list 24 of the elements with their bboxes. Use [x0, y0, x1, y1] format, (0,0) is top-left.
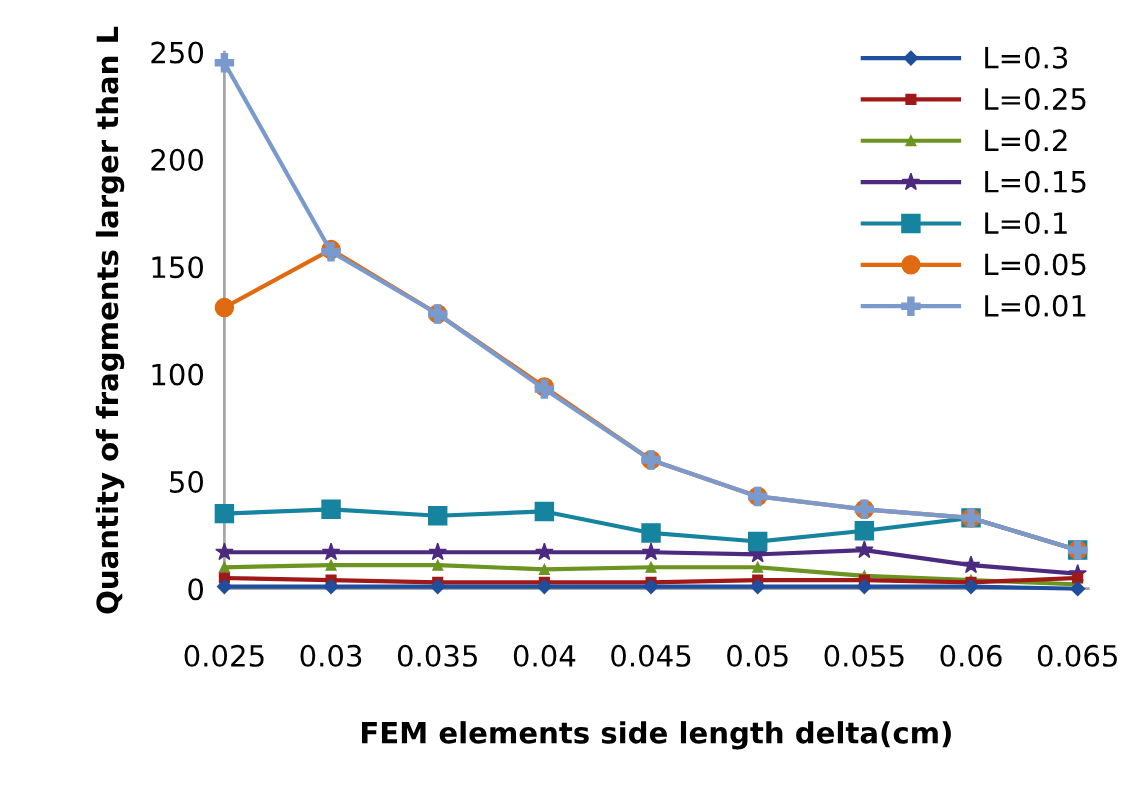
legend-label: L=0.1 [985, 212, 1067, 235]
y-tick-label: 250 [151, 41, 204, 64]
x-tick-label: 0.04 [513, 644, 576, 667]
x-tick-label: 0.035 [397, 644, 477, 667]
y-tick-label: 100 [152, 363, 204, 386]
y-tick-label: 150 [152, 256, 204, 279]
x-tick-label: 0.03 [300, 644, 362, 667]
y-tick-label: 50 [170, 470, 204, 493]
y-axis-title: Quantity of fragments larger than L [95, 26, 125, 614]
x-tick-label: 0.05 [727, 644, 788, 667]
legend-label: L=0.3 [985, 46, 1068, 69]
x-tick-label: 0.045 [611, 644, 691, 667]
legend-label: L=0.15 [985, 170, 1086, 193]
x-axis-title: FEM elements side length delta(cm) [362, 721, 951, 750]
x-tick-label: 0.025 [184, 644, 264, 667]
y-tick-label: 200 [151, 148, 204, 171]
x-tick-label: 0.055 [824, 644, 904, 667]
x-tick-label: 0.065 [1037, 644, 1117, 667]
legend-label: L=0.2 [985, 129, 1067, 152]
x-tick-label: 0.06 [940, 644, 1002, 667]
legend-label: L=0.25 [985, 87, 1086, 111]
legend-label: L=0.05 [985, 253, 1086, 276]
legend-label: L=0.01 [985, 294, 1086, 317]
y-tick-label: 0 [188, 578, 204, 601]
